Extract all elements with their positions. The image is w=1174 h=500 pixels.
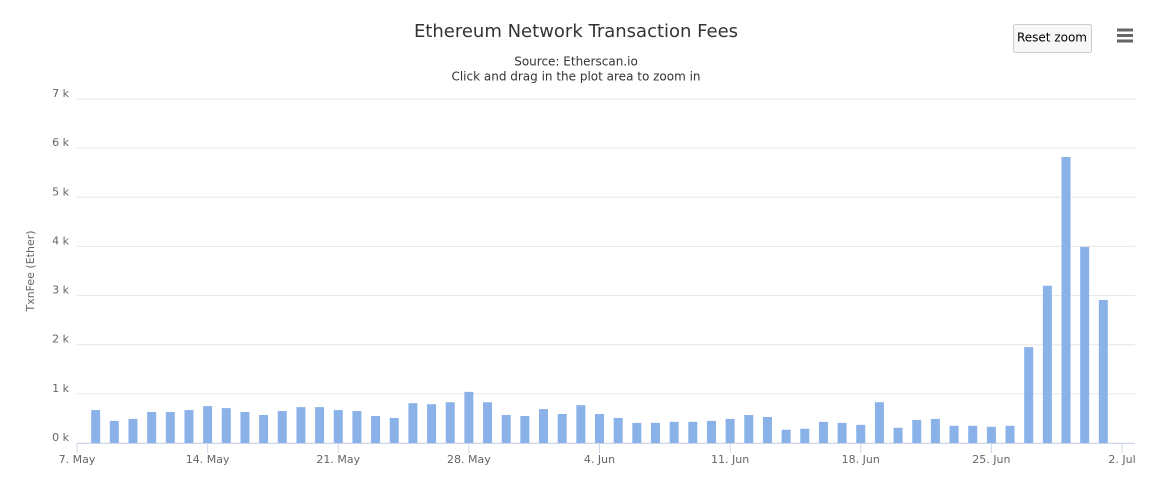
bar [986, 426, 996, 443]
bar [408, 403, 418, 443]
y-tick-label: 4 k [52, 234, 69, 247]
bar [352, 411, 362, 443]
bar [557, 414, 567, 443]
chart-title: Ethereum Network Transaction Fees [414, 21, 738, 42]
bar [613, 417, 623, 443]
bar [483, 402, 493, 443]
y-tick-label: 7 k [52, 87, 69, 100]
x-tick-label: 18. Jun [842, 453, 880, 466]
x-tick-label: 28. May [447, 453, 491, 466]
bar [744, 414, 754, 443]
bar [595, 414, 604, 443]
bar [389, 417, 399, 443]
bar [856, 424, 866, 443]
bar [203, 406, 213, 443]
bar [520, 415, 530, 443]
x-tick-label: 21. May [316, 453, 360, 466]
bar [147, 412, 157, 443]
bar [893, 427, 903, 443]
bar [333, 410, 343, 443]
bar [1061, 156, 1071, 443]
bar [912, 419, 922, 443]
bar [240, 412, 250, 443]
chart-hint: Click and drag in the plot area to zoom … [451, 70, 700, 84]
bar [315, 407, 325, 443]
bar [128, 418, 138, 443]
bar [1005, 425, 1015, 443]
x-tick-label: 7. May [59, 453, 96, 466]
bar [688, 421, 698, 443]
bar [165, 412, 175, 443]
bar [837, 422, 847, 443]
bar [1080, 246, 1090, 443]
bar [706, 420, 716, 443]
x-tick-label: 25. Jun [972, 453, 1010, 466]
y-tick-label: 1 k [52, 382, 69, 395]
bar [669, 421, 679, 443]
bar [277, 411, 287, 443]
bar [576, 405, 586, 443]
bar [296, 407, 306, 443]
menu-button[interactable] [1110, 24, 1140, 48]
x-tick-label: 2. Jul [1108, 453, 1135, 466]
x-tick-label: 11. Jun [711, 453, 749, 466]
y-axis-title: TxnFee (Ether) [24, 230, 37, 312]
bar [427, 404, 437, 443]
bar [445, 402, 455, 443]
bar [949, 425, 959, 443]
bar [371, 415, 381, 443]
bar [91, 410, 101, 443]
bar [259, 414, 269, 443]
y-tick-label: 5 k [52, 185, 69, 198]
y-tick-label: 3 k [52, 284, 69, 297]
y-tick-label: 2 k [52, 333, 69, 346]
bar [650, 422, 660, 443]
button-label: Reset zoom [1017, 31, 1087, 45]
bar [221, 408, 231, 443]
bar [762, 416, 772, 443]
bar [1024, 347, 1034, 443]
bar [930, 418, 940, 443]
bar [968, 425, 978, 443]
bar [501, 414, 511, 443]
bar [632, 422, 642, 443]
bar [539, 409, 549, 443]
bar [800, 428, 810, 443]
y-tick-label: 0 k [52, 431, 69, 444]
x-tick-label: 4. Jun [584, 453, 615, 466]
y-tick-label: 6 k [52, 136, 69, 149]
bar [818, 421, 828, 443]
reset-zoom-button[interactable]: Reset zoom [1013, 24, 1092, 53]
button-bg [1013, 24, 1092, 53]
bar [1098, 299, 1108, 443]
bar [1042, 285, 1052, 443]
bar [184, 410, 194, 443]
bar [781, 429, 791, 443]
x-tick-label: 14. May [186, 453, 230, 466]
bar [464, 391, 474, 443]
bar [109, 420, 119, 443]
chart-subtitle: Source: Etherscan.io [514, 55, 638, 69]
bar [874, 402, 884, 443]
bar [725, 418, 735, 443]
